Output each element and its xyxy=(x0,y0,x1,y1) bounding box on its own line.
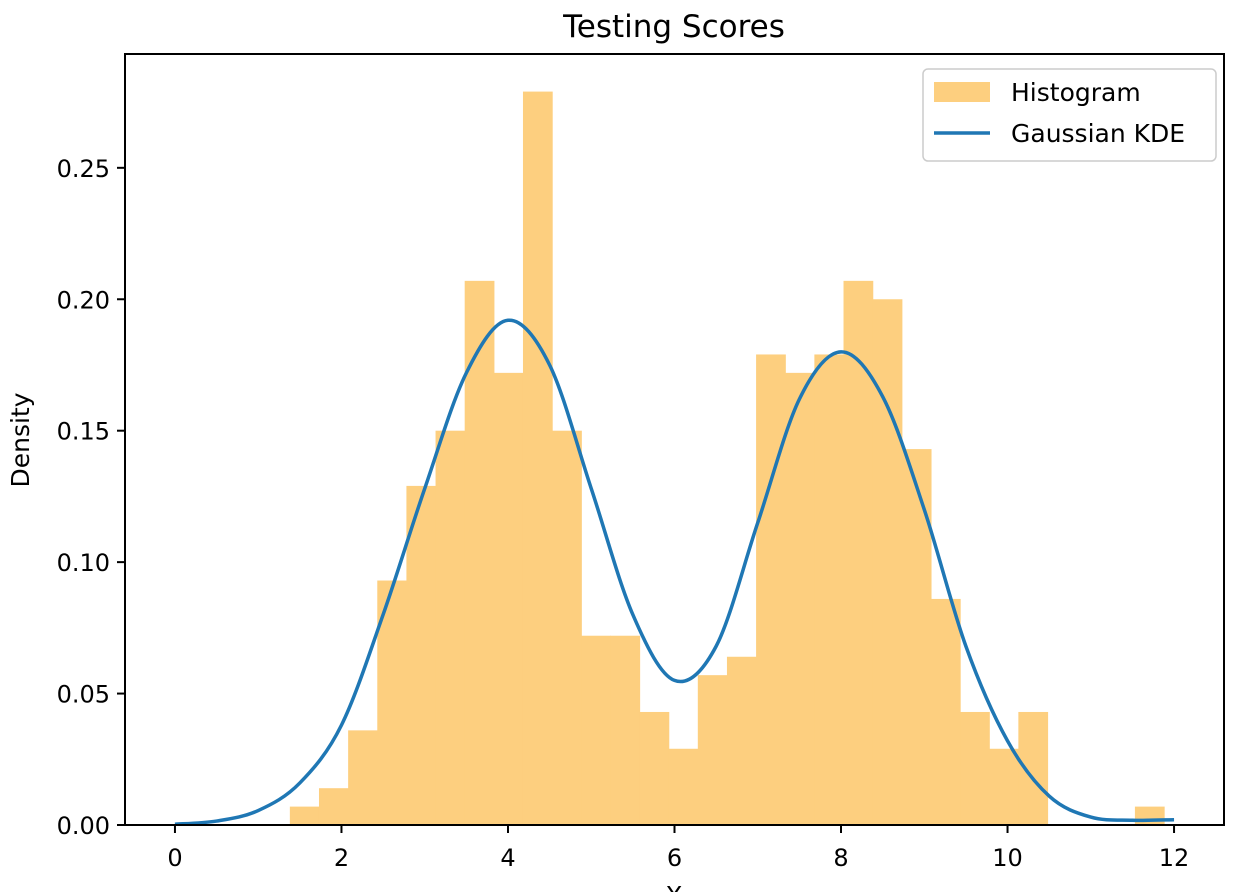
histogram-bar xyxy=(785,372,815,825)
histogram-bar xyxy=(464,280,495,825)
histogram-bar xyxy=(697,675,728,825)
histogram-bar xyxy=(581,635,611,825)
x-tick-label: 2 xyxy=(334,844,349,872)
histogram-bar xyxy=(989,748,1019,825)
histogram-bar xyxy=(901,449,932,825)
histogram-bar xyxy=(960,711,990,825)
legend-label: Histogram xyxy=(1011,78,1141,107)
y-tick-label: 0.10 xyxy=(57,549,110,577)
y-tick-label: 0.20 xyxy=(57,286,110,314)
legend: Histogram Gaussian KDE xyxy=(922,68,1217,162)
histogram-bar xyxy=(930,598,961,825)
axis-ticks: 0 2 4 6 8 10 12 0.00 0.05 0.10 0.15 0.20 0.25 xyxy=(57,155,1190,872)
y-tick-label: 0.15 xyxy=(57,418,110,446)
x-tick-label: 12 xyxy=(1159,844,1190,872)
histogram-bar xyxy=(1134,806,1165,825)
histogram-bar xyxy=(318,788,349,825)
histogram-bar xyxy=(814,354,845,825)
legend-label: Gaussian KDE xyxy=(1011,119,1185,148)
histogram-bar xyxy=(289,806,320,825)
x-tick-label: 4 xyxy=(500,844,515,872)
y-tick-label: 0.00 xyxy=(57,812,110,840)
histogram-bar xyxy=(435,430,466,825)
histogram-bar xyxy=(639,711,670,825)
histogram-bar xyxy=(756,354,786,825)
histogram-bar xyxy=(348,730,378,825)
y-tick-label: 0.25 xyxy=(57,155,110,183)
histogram-bar xyxy=(493,372,524,825)
histogram-bars xyxy=(289,91,1165,826)
x-tick-label: 6 xyxy=(667,844,682,872)
x-tick-label: 10 xyxy=(992,844,1023,872)
histogram-bar xyxy=(610,635,641,825)
histogram-bar xyxy=(406,485,437,825)
histogram-bar xyxy=(726,656,757,825)
histogram-bar xyxy=(522,91,553,826)
kde-layer xyxy=(174,318,1175,826)
x-tick-label: 8 xyxy=(833,844,848,872)
y-axis-label: Density xyxy=(6,392,35,487)
plot-frame xyxy=(124,53,1225,826)
legend-box xyxy=(922,68,1217,162)
x-tick-label: 0 xyxy=(167,844,182,872)
kde-line xyxy=(174,318,1175,826)
histogram-bar xyxy=(552,430,582,825)
x-axis-label: X xyxy=(665,881,682,892)
y-tick-label: 0.05 xyxy=(57,681,110,709)
chart-title: Testing Scores xyxy=(562,9,785,45)
legend-histogram-swatch xyxy=(934,82,990,102)
histogram-bar xyxy=(668,748,699,825)
histogram-bar xyxy=(872,299,903,826)
